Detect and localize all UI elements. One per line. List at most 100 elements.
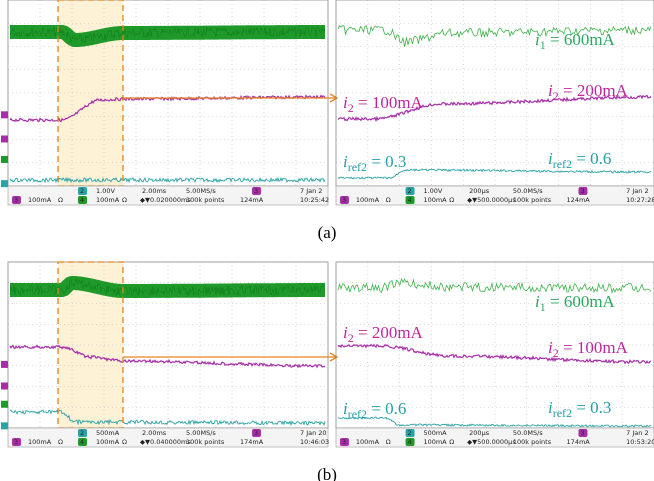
status-text: 3	[342, 438, 346, 446]
annotation: i2 = 200mA	[548, 81, 629, 103]
status-text: 2.00ms	[142, 429, 167, 437]
status-text: 4	[408, 438, 412, 446]
status-text: 1.00V	[96, 187, 115, 195]
status-text: 200µs	[469, 187, 490, 195]
ch1-trace	[338, 279, 651, 293]
ch2-trace	[10, 410, 325, 425]
subscript: ref2	[553, 406, 572, 420]
status-text: 100k points	[186, 438, 225, 446]
status-text: 100mA	[96, 438, 120, 446]
status-text: ◆▼500.0000µs	[467, 438, 516, 446]
status-text: 4	[80, 196, 84, 204]
status-text: 100mA	[96, 196, 120, 204]
annotation-text: = 200mA	[354, 323, 424, 342]
status-text: 500mA	[423, 429, 447, 437]
channel-marker	[1, 156, 8, 163]
status-text: 4	[408, 196, 412, 204]
annotation: i2 = 100mA	[548, 338, 629, 360]
channel-marker	[1, 422, 8, 429]
status-text: 7 Jan 20	[300, 429, 327, 437]
status-text: 100mA	[423, 196, 447, 204]
status-text: 7 Jan 2	[626, 429, 648, 437]
annotation-text: = 600mA	[546, 30, 616, 49]
annotation-text: = 100mA	[559, 338, 629, 357]
status-text: 100k points	[513, 196, 552, 204]
status-text: 100mA	[356, 438, 380, 446]
status-text: 5.00MS/s	[186, 187, 216, 195]
ch1-band	[10, 32, 325, 40]
status-text: 124mA	[567, 196, 591, 204]
caption: (a)	[318, 223, 337, 242]
status-text: 100mA	[28, 196, 52, 204]
channel-marker	[1, 383, 8, 390]
status-text: 3	[580, 429, 584, 437]
status-text: Ω	[449, 438, 454, 446]
status-text: ◆▼0.040000ms	[140, 438, 191, 446]
status-text: 7 Jan 2	[300, 187, 322, 195]
status-text: Ω	[122, 438, 127, 446]
status-text: 3	[254, 187, 258, 195]
status-text: 124mA	[240, 196, 264, 204]
status-text: 2	[408, 187, 412, 195]
status-text: 2	[80, 429, 84, 437]
status-text: ◆▼0.020000ms	[140, 196, 191, 204]
status-text: 10:53:20	[626, 438, 654, 446]
channel-marker	[1, 401, 8, 408]
status-text: 10:25:42	[300, 196, 329, 204]
status-text: 200µs	[469, 429, 490, 437]
status-text: 100mA	[423, 438, 447, 446]
status-text: 100k points	[186, 196, 225, 204]
status-text: ◆▼500.0000µs	[467, 196, 516, 204]
status-text: 100k points	[513, 438, 552, 446]
channel-marker	[1, 136, 8, 143]
status-text: 10:27:28	[626, 196, 654, 204]
status-text: 2.00ms	[142, 187, 167, 195]
status-text: 2	[80, 187, 84, 195]
ch3-trace	[10, 96, 325, 122]
status-text: 174mA	[567, 438, 591, 446]
annotation-text: = 100mA	[354, 93, 424, 112]
annotation-text: = 200mA	[559, 81, 629, 100]
annotation: i2 = 200mA	[343, 323, 424, 345]
status-text: 500mA	[96, 429, 120, 437]
annotation: i2 = 100mA	[343, 93, 424, 115]
annotation: iref2 = 0.3	[548, 398, 611, 420]
status-text: 5.00MS/s	[186, 429, 216, 437]
ch1-band	[10, 283, 325, 291]
status-text: 50.0MS/s	[513, 429, 543, 437]
status-text: Ω	[58, 196, 63, 204]
status-text: 3	[14, 438, 18, 446]
annotation-text: = 0.6	[572, 149, 611, 168]
caption: (b)	[317, 465, 337, 481]
status-text: 100mA	[356, 196, 380, 204]
annotation: i1 = 600mA	[535, 30, 616, 52]
channel-marker	[1, 361, 8, 368]
channel-marker	[1, 111, 8, 118]
figure: 21.00V2.00ms5.00MS/s37 Jan 23100mAΩ4100m…	[0, 0, 654, 481]
status-text: 3	[342, 196, 346, 204]
annotation: iref2 = 0.6	[343, 399, 406, 421]
status-text: 50.0MS/s	[513, 187, 543, 195]
status-text: 174mA	[240, 438, 264, 446]
annotation-text: = 0.3	[367, 152, 406, 171]
figure-canvas: 21.00V2.00ms5.00MS/s37 Jan 23100mAΩ4100m…	[0, 0, 654, 481]
ch3-trace	[10, 346, 325, 368]
status-text: 10:46:03	[300, 438, 329, 446]
status-text: 4	[80, 438, 84, 446]
status-text: Ω	[122, 196, 127, 204]
status-text: 100mA	[28, 438, 52, 446]
channel-marker	[1, 180, 8, 187]
annotation: iref2 = 0.3	[343, 152, 406, 174]
annotation-text: = 0.6	[367, 399, 406, 418]
annotation: i1 = 600mA	[535, 292, 616, 314]
status-text: Ω	[386, 438, 391, 446]
annotation-text: = 0.3	[572, 398, 611, 417]
status-text: 1.00V	[423, 187, 442, 195]
subscript: ref2	[348, 160, 367, 174]
subscript: ref2	[348, 407, 367, 421]
status-text: Ω	[386, 196, 391, 204]
status-text: Ω	[449, 196, 454, 204]
annotation: iref2 = 0.6	[548, 149, 611, 171]
annotation-text: = 600mA	[546, 292, 616, 311]
ch2-trace	[338, 417, 651, 427]
